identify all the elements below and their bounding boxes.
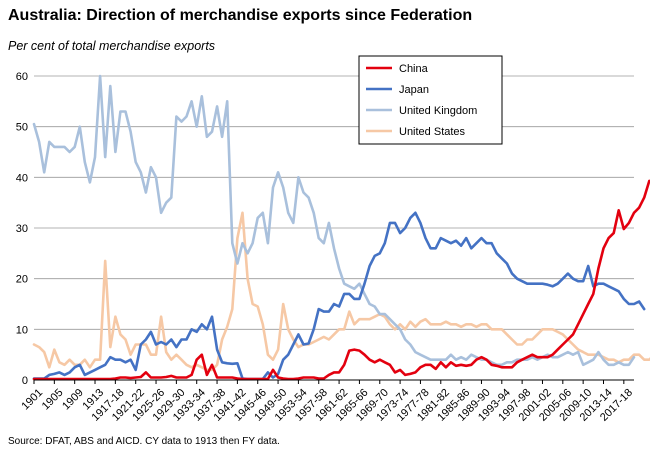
- y-tick-label: 40: [16, 172, 28, 184]
- legend-label: Japan: [399, 84, 429, 96]
- y-tick-label: 20: [16, 274, 28, 286]
- legend-label: China: [399, 63, 429, 75]
- gridlines: [34, 75, 634, 330]
- chart-title: Australia: Direction of merchandise expo…: [8, 7, 473, 24]
- series-line-united-kingdom: [32, 74, 636, 367]
- y-axis-ticks: 0 10 20 30 40 50 60: [16, 71, 28, 387]
- x-tick-label: 1905: [40, 387, 66, 413]
- y-tick-label: 50: [16, 122, 28, 134]
- x-axis: [33, 379, 634, 384]
- chart-subtitle: Per cent of total merchandise exports: [8, 39, 216, 53]
- legend: China Japan United Kingdom United States: [358, 55, 503, 145]
- series-line-china: [32, 179, 650, 381]
- x-tick-label: 1901: [19, 387, 45, 413]
- x-tick-label: 1909: [60, 387, 86, 413]
- legend-box: [358, 55, 503, 145]
- source-note: Source: DFAT, ABS and AICD. CY data to 1…: [8, 436, 280, 447]
- y-tick-label: 30: [16, 223, 28, 235]
- legend-label: United States: [399, 126, 466, 138]
- series-lines: [32, 74, 650, 381]
- y-tick-label: 10: [16, 324, 28, 336]
- y-tick-label: 60: [16, 71, 28, 83]
- y-tick-label: 0: [22, 375, 28, 387]
- series-line-japan: [32, 211, 646, 381]
- legend-label: United Kingdom: [399, 105, 477, 117]
- x-axis-ticks: 19011905190919131917-181921-221925-26192…: [19, 387, 635, 424]
- series-line-united-states: [32, 211, 650, 372]
